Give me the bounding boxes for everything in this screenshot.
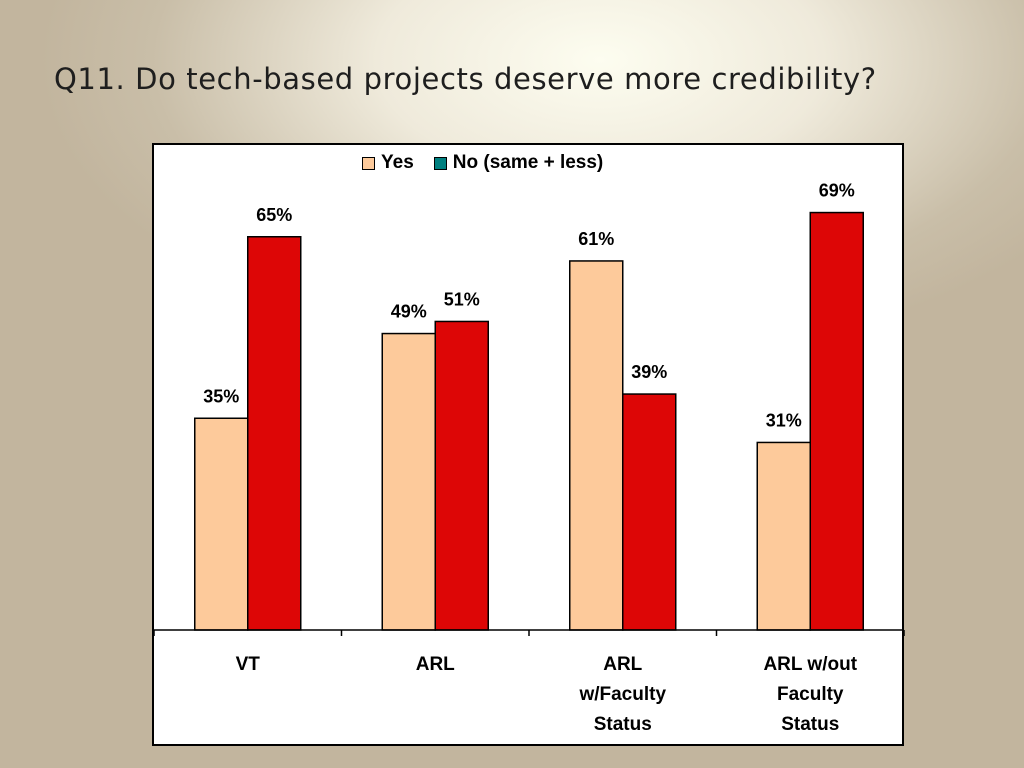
- bar-no-0: [247, 236, 302, 631]
- category-label-line: ARL w/out: [763, 654, 858, 675]
- bar-no-2: [622, 393, 677, 631]
- bar-yes-0: [194, 417, 249, 631]
- category-label-2: ARL w/Faculty Status: [533, 650, 713, 740]
- category-label-line: Status: [593, 714, 652, 735]
- data-label-yes-1: 49%: [391, 302, 427, 322]
- bar-yes-1: [381, 332, 436, 631]
- data-label-yes-0: 35%: [203, 386, 239, 406]
- category-label-1: ARL: [345, 650, 525, 680]
- category-label-0: VT: [158, 650, 338, 680]
- data-label-no-3: 69%: [819, 181, 855, 201]
- data-label-yes-2: 61%: [578, 229, 614, 249]
- legend-swatch-yes: [362, 156, 375, 170]
- chart-legend: Yes No (same + less): [362, 152, 603, 174]
- category-label-line: Status: [781, 714, 840, 735]
- data-label-no-1: 51%: [444, 289, 480, 309]
- bar-yes-2: [569, 260, 624, 631]
- bar-yes-3: [756, 441, 811, 631]
- bar-no-1: [434, 320, 489, 631]
- category-label-3: ARL w/out Faculty Status: [720, 650, 900, 740]
- data-label-no-0: 65%: [256, 205, 292, 225]
- slide-title: Q11. Do tech-based projects deserve more…: [54, 62, 877, 96]
- legend-label-yes: Yes: [381, 152, 414, 173]
- category-label-line: ARL: [603, 654, 643, 675]
- category-label-line: VT: [235, 654, 260, 675]
- legend-swatch-no: [433, 156, 447, 170]
- category-label-line: Faculty: [776, 684, 844, 705]
- bar-no-3: [809, 211, 864, 631]
- data-label-yes-3: 31%: [766, 410, 802, 430]
- category-label-line: ARL: [415, 654, 455, 675]
- category-label-line: w/Faculty: [579, 684, 667, 705]
- legend-item-yes: Yes: [362, 152, 414, 174]
- legend-label-no: No (same + less): [452, 152, 604, 173]
- data-label-no-2: 39%: [631, 362, 667, 382]
- legend-item-no: No (same + less): [433, 152, 604, 174]
